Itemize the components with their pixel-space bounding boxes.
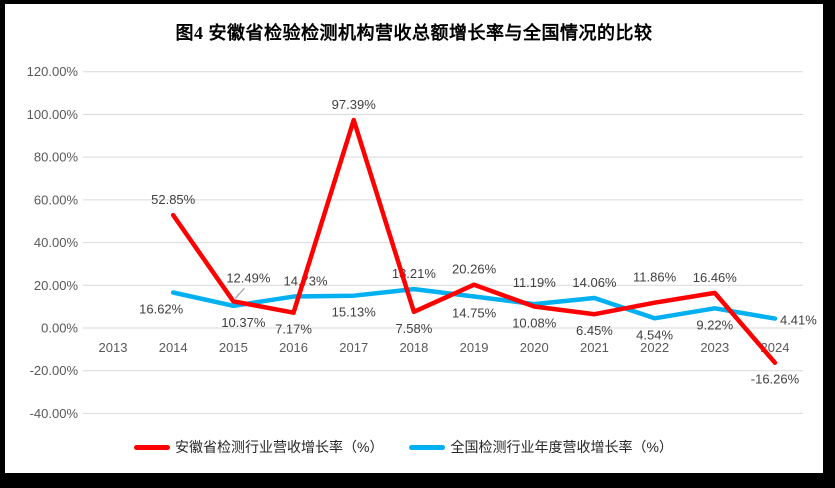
data-label: 11.19% [513, 275, 557, 290]
y-axis-tick-label: 100.00% [27, 107, 79, 122]
y-axis-tick-label: -20.00% [30, 363, 79, 378]
x-axis-tick-label: 2017 [339, 340, 368, 355]
data-label: 97.39% [332, 97, 377, 112]
legend-label-national: 全国检测行业年度营收增长率（%） [450, 439, 673, 455]
label-leader-line [234, 287, 245, 299]
data-label: 10.08% [512, 315, 557, 330]
y-axis-tick-label: 60.00% [34, 192, 79, 207]
x-axis-tick-label: 2015 [219, 340, 248, 355]
series-line [170, 117, 778, 365]
x-axis-tick-label: 2016 [279, 340, 308, 355]
x-axis-tick-label: 2018 [399, 340, 428, 355]
y-axis-tick-label: 120.00% [27, 64, 79, 79]
data-label: 15.13% [332, 305, 377, 320]
y-axis-tick-label: 0.00% [41, 321, 78, 336]
x-axis-tick-label: 2022 [640, 340, 669, 355]
legend: 安徽省检测行业营收增长率（%） 全国检测行业年度营收增长率（%） [134, 437, 673, 457]
legend-item-anhui: 安徽省检测行业营收增长率（%） [134, 437, 383, 457]
data-label: 16.62% [139, 302, 184, 317]
x-axis-tick-label: 2014 [159, 340, 188, 355]
x-axis-tick-label: 2020 [520, 340, 549, 355]
data-label: 12.49% [226, 270, 271, 285]
y-axis-tick-label: 20.00% [34, 278, 79, 293]
data-label: 4.54% [636, 327, 673, 342]
series-line [170, 286, 778, 321]
data-label: 9.22% [696, 317, 733, 332]
y-axis-tick-label: -40.00% [30, 406, 79, 421]
x-axis-tick-label: 2021 [580, 340, 609, 355]
data-label: 14.06% [572, 275, 617, 290]
legend-label-anhui: 安徽省检测行业营收增长率（%） [175, 439, 384, 455]
x-axis-tick-label: 2013 [99, 340, 128, 355]
data-label: -16.26% [751, 372, 800, 387]
data-label: 7.58% [395, 321, 432, 336]
data-label: 20.26% [452, 262, 497, 277]
legend-red-line-swatch [134, 444, 170, 450]
x-axis-tick-label: 2019 [460, 340, 489, 355]
data-label: 11.86% [633, 270, 677, 285]
data-label: 4.41% [780, 313, 817, 328]
chart-title: 图4 安徽省检验检测机构营收总额增长率与全国情况的比较 [175, 23, 653, 43]
data-label: 16.46% [693, 270, 738, 285]
data-label: 7.17% [275, 322, 312, 337]
legend-blue-line-swatch [409, 444, 446, 450]
data-label: 14.75% [452, 305, 497, 320]
x-axis-tick-label: 2023 [700, 340, 729, 355]
data-label: 52.85% [151, 192, 196, 207]
y-axis-tick-label: 40.00% [34, 235, 79, 250]
legend-item-national: 全国检测行业年度营收增长率（%） [409, 437, 673, 457]
y-axis-tick-label: 80.00% [34, 150, 79, 165]
data-label: 10.37% [221, 315, 266, 330]
line-chart: 120.00% 100.00% 80.00% 60.00% 40.00% 20.00% 0.… [27, 64, 818, 421]
data-label: 6.45% [576, 323, 613, 338]
